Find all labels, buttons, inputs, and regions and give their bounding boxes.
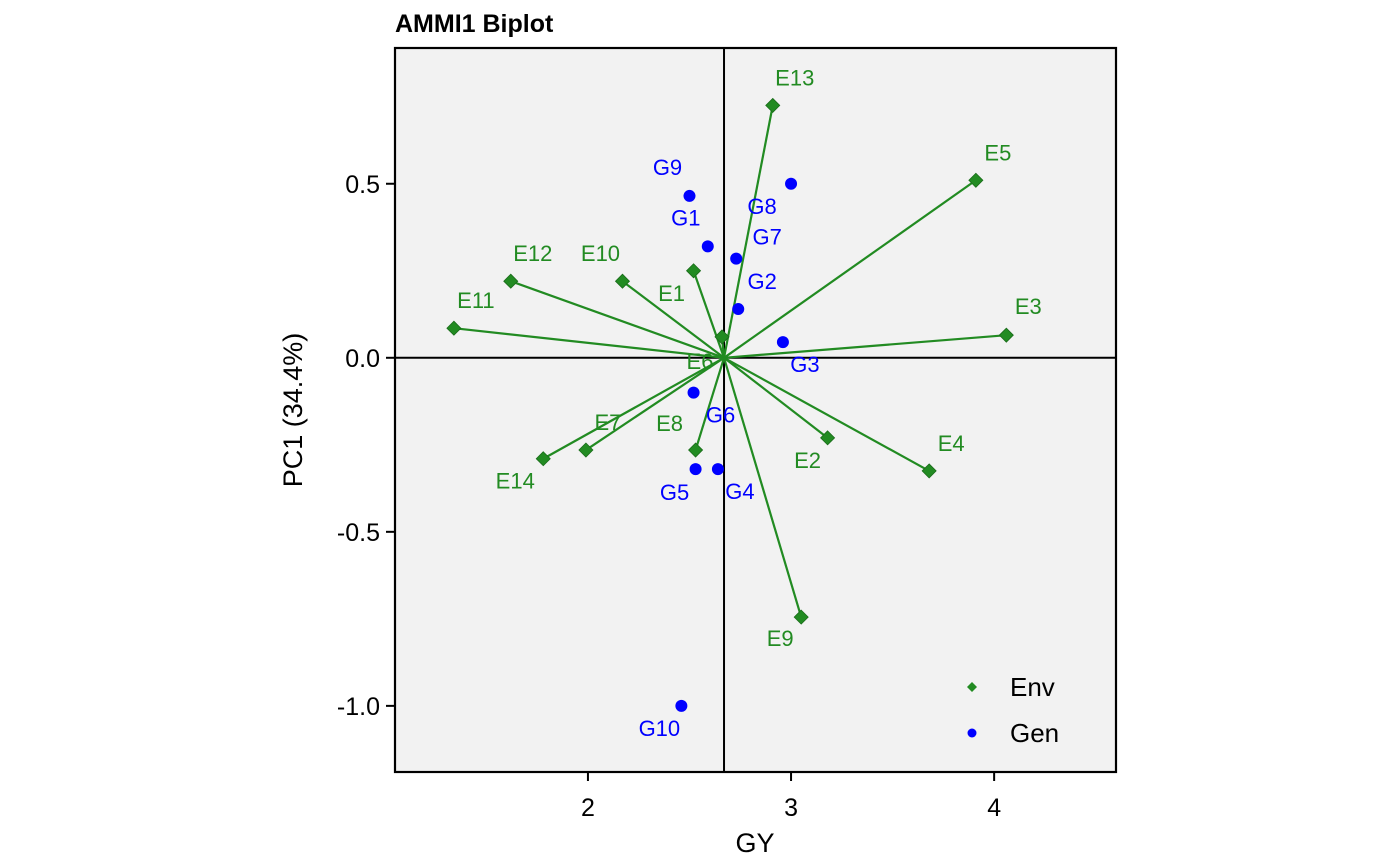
point-e8 [688,442,704,458]
label-e7: E7 [594,410,621,435]
label-e13: E13 [775,65,814,90]
reference-lines [395,48,1116,772]
legend-env-marker [967,682,977,692]
vector-e14 [542,356,725,460]
point-e5 [968,172,984,188]
x-tick-label: 2 [581,794,595,822]
point-e6 [714,329,730,345]
point-e1 [685,263,702,279]
vector-e11 [453,327,725,359]
data-points [446,97,1014,712]
label-e9: E9 [767,626,794,651]
vector-e9 [722,357,803,618]
x-axis: 2 3 4 [581,772,1001,822]
label-g7: G7 [753,225,782,250]
x-tick-label: 3 [784,794,798,822]
label-e1: E1 [658,281,685,306]
label-e2: E2 [794,448,821,473]
point-e14 [535,451,551,467]
y-tick-label: -1.0 [337,693,380,721]
label-e6: E6 [687,349,714,374]
legend-label-gen: Gen [1010,718,1059,748]
label-g6: G6 [706,403,735,428]
vector-e8 [694,357,726,451]
vector-e2 [723,356,829,439]
label-e14: E14 [496,469,535,494]
vector-e7 [585,356,725,451]
point-e10 [614,273,631,289]
y-tick-label: 0.0 [345,345,380,373]
point-e9 [793,609,809,625]
point-g10 [675,699,688,712]
plot-panel [395,48,1116,772]
label-g8: G8 [747,194,776,219]
label-g1: G1 [671,205,700,230]
label-g5: G5 [660,480,689,505]
legend-label-env: Env [1010,672,1055,702]
point-g2 [732,303,745,316]
point-e4 [921,463,937,479]
point-e7 [578,442,594,458]
point-e12 [503,273,519,289]
vector-e10 [621,280,725,359]
legend-gen-marker [967,728,977,738]
vector-e12 [510,280,725,359]
legend: Env Gen [967,672,1059,748]
vector-e13 [722,105,774,358]
label-g9: G9 [653,155,682,180]
vector-e4 [723,356,930,472]
point-g8 [785,177,798,190]
point-g3 [776,336,789,349]
point-e13 [765,97,781,113]
label-g10: G10 [639,716,681,741]
point-g9 [683,189,696,202]
env-vectors [453,105,1007,618]
point-e2 [820,430,836,446]
vector-e3 [723,334,1007,359]
y-tick-label: -0.5 [337,519,380,547]
x-axis-label: GY [735,828,774,858]
x-tick-label: 4 [987,794,1001,822]
vector-e1 [692,270,726,359]
point-e3 [998,327,1014,343]
y-tick-label: 0.5 [345,171,380,199]
label-g4: G4 [725,479,754,504]
point-g6 [687,386,700,399]
point-g4 [711,463,724,476]
label-e11: E11 [457,288,495,313]
y-axis: 0.5 0.0 -0.5 -1.0 [337,171,395,721]
label-e8: E8 [656,411,683,436]
plot-border [393,46,1118,774]
label-e10: E10 [581,241,620,266]
label-e4: E4 [938,431,965,456]
point-g1 [701,240,714,253]
point-g5 [689,463,702,476]
label-e12: E12 [513,241,552,266]
point-e11 [446,320,462,336]
label-g3: G3 [790,352,819,377]
label-e5: E5 [984,140,1011,165]
chart-title: AMMI1 Biplot [395,10,554,38]
point-labels: E1 E2 E3 E4 E5 E6 E7 E8 E9 E10 E11 E12 E13 E14 G1 G2 G3 G… [457,65,1042,740]
vector-e5 [723,179,977,359]
label-e3: E3 [1015,294,1042,319]
point-g7 [730,252,743,265]
label-g2: G2 [748,269,777,294]
y-axis-label: PC1 (34.4%) [278,333,308,488]
